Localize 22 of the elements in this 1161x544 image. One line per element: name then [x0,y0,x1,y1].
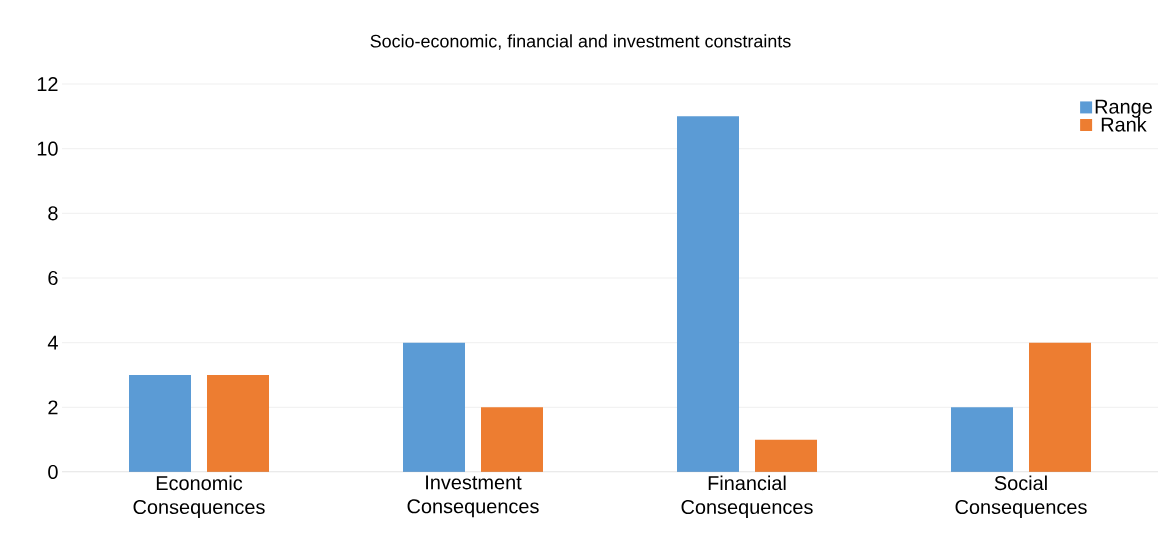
y-tick-label: 12 [37,77,58,91]
y-tick-label: 4 [47,335,58,350]
legend-label: Range [1095,99,1152,118]
chart-title: Socio-economic, financial and investment constraints [370,34,791,50]
bar [481,407,543,472]
bar [951,407,1013,472]
bar [755,439,817,472]
x-tick-label: Economic Consequences [133,475,265,519]
x-tick-label: Investment Consequences [407,475,539,518]
y-tick-label: 10 [37,141,58,156]
y-tick-label: 6 [48,270,58,286]
x-tick-label: Financial Consequences [681,475,813,519]
y-tick-label: 8 [48,206,58,221]
y-tick-label: 2 [48,400,58,415]
x-tick-label: Social Consequences [955,475,1087,519]
bar [1029,342,1091,472]
legend-label: Rank [1101,117,1147,132]
bar [129,375,191,472]
bar [403,342,465,472]
bar [677,116,739,472]
y-tick-label: 0 [48,464,58,480]
bar [207,375,269,472]
